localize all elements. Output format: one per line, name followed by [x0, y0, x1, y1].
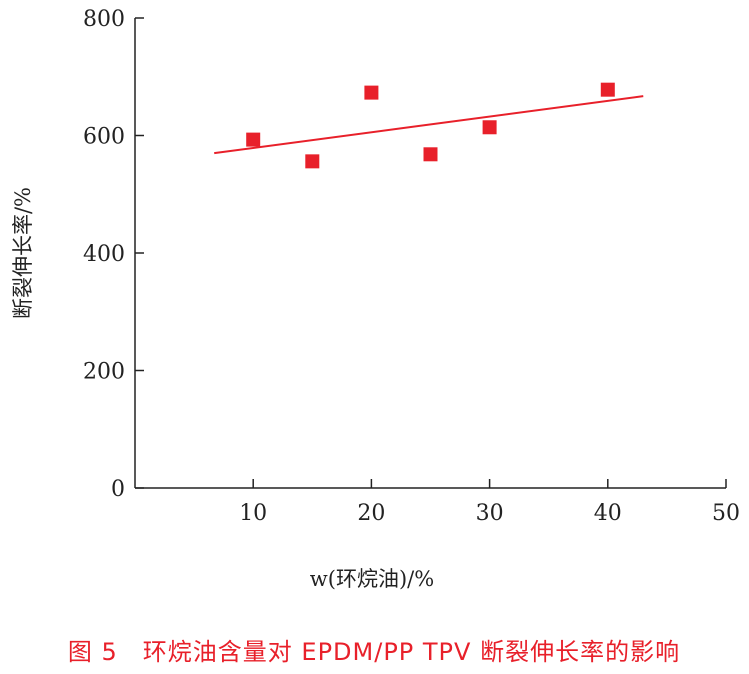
- y-tick-label-3: 600: [83, 125, 125, 150]
- x-tick-label-3: 40: [594, 501, 622, 526]
- tick-labels: 0 200 400 600 800 10 20 30 40 50: [83, 7, 740, 526]
- x-tick-label-1: 20: [357, 501, 385, 526]
- y-tick-label-2: 400: [83, 242, 125, 267]
- figure-caption: 图 5 环烷油含量对 EPDM/PP TPV 断裂伸长率的影响: [68, 638, 680, 666]
- data-points: [246, 82, 615, 169]
- y-tick-label-0: 0: [111, 477, 125, 502]
- x-tick-label-4: 50: [712, 501, 740, 526]
- x-axis-label: w(环烷油)/%: [310, 567, 434, 591]
- trendline: [214, 95, 644, 155]
- x-tick-label-0: 10: [239, 501, 267, 526]
- y-axis-label: 断裂伸长率/%: [11, 187, 35, 319]
- data-point-2: [364, 85, 379, 100]
- data-point-5: [600, 82, 615, 97]
- y-tick-label-1: 200: [83, 360, 125, 385]
- data-point-0: [246, 132, 261, 147]
- data-point-3: [423, 147, 438, 162]
- data-point-4: [482, 120, 497, 135]
- y-tick-label-4: 800: [83, 7, 125, 32]
- x-tick-label-2: 30: [476, 501, 504, 526]
- data-point-1: [305, 154, 320, 169]
- ticks: [135, 17, 727, 489]
- axes: [134, 18, 726, 489]
